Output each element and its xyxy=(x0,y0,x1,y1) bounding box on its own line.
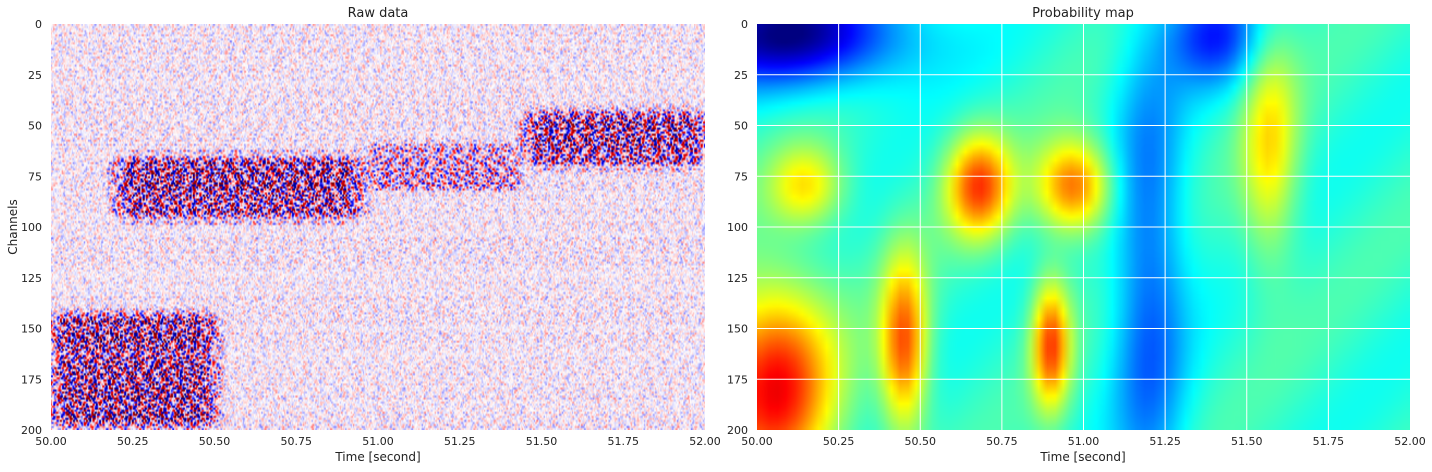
probability-map-x-label: Time [second] xyxy=(1039,450,1125,464)
y-tick-label: 50 xyxy=(28,120,42,133)
probability-map-title: Probability map xyxy=(1032,6,1134,21)
x-tick-label: 50.50 xyxy=(199,435,231,448)
x-tick-label: 50.75 xyxy=(986,435,1018,448)
x-tick-label: 52.00 xyxy=(689,435,721,448)
y-tick-label: 75 xyxy=(28,170,42,183)
x-tick-label: 50.50 xyxy=(905,435,937,448)
y-tick-label: 50 xyxy=(734,120,748,133)
x-tick-label: 50.00 xyxy=(741,435,773,448)
y-tick-label: 200 xyxy=(727,424,748,437)
x-tick-label: 50.25 xyxy=(823,435,855,448)
y-tick-label: 175 xyxy=(21,373,42,386)
y-tick-label: 0 xyxy=(35,18,42,31)
raw-data-y-ticks: 0 25 50 75 100 125 150 175 200 xyxy=(21,18,42,437)
probability-map-panel: Probability map 0 25 50 75 100 125 150 175 200 5… xyxy=(727,6,1426,464)
x-tick-label: 51.50 xyxy=(526,435,558,448)
y-tick-label: 100 xyxy=(727,221,748,234)
y-tick-label: 75 xyxy=(734,170,748,183)
x-tick-label: 51.25 xyxy=(1149,435,1181,448)
raw-data-x-ticks: 50.00 50.25 50.50 50.75 51.00 51.25 51.50 51.75… xyxy=(35,435,721,448)
x-tick-label: 51.00 xyxy=(362,435,394,448)
raw-data-heatmap xyxy=(51,24,705,430)
probability-map-y-ticks: 0 25 50 75 100 125 150 175 200 xyxy=(727,18,748,437)
x-tick-label: 51.00 xyxy=(1068,435,1100,448)
probability-map-x-ticks: 50.00 50.25 50.50 50.75 51.00 51.25 51.50 51.75… xyxy=(741,435,1426,448)
y-tick-label: 150 xyxy=(727,323,748,336)
y-tick-label: 200 xyxy=(21,424,42,437)
raw-data-x-label: Time [second] xyxy=(334,450,420,464)
y-tick-label: 125 xyxy=(727,272,748,285)
x-tick-label: 50.25 xyxy=(117,435,149,448)
y-tick-label: 100 xyxy=(21,221,42,234)
y-tick-label: 150 xyxy=(21,323,42,336)
y-tick-label: 125 xyxy=(21,272,42,285)
x-tick-label: 51.75 xyxy=(608,435,640,448)
raw-data-title: Raw data xyxy=(348,6,409,21)
y-tick-label: 0 xyxy=(741,18,748,31)
y-tick-label: 25 xyxy=(734,69,748,82)
x-tick-label: 51.50 xyxy=(1231,435,1263,448)
x-tick-label: 52.00 xyxy=(1394,435,1426,448)
x-tick-label: 51.75 xyxy=(1313,435,1345,448)
probability-map-grid xyxy=(757,24,1410,430)
y-tick-label: 25 xyxy=(28,69,42,82)
raw-data-y-label: Channels xyxy=(6,199,20,255)
x-tick-label: 50.75 xyxy=(281,435,313,448)
x-tick-label: 51.25 xyxy=(444,435,476,448)
y-tick-label: 175 xyxy=(727,373,748,386)
x-tick-label: 50.00 xyxy=(35,435,67,448)
